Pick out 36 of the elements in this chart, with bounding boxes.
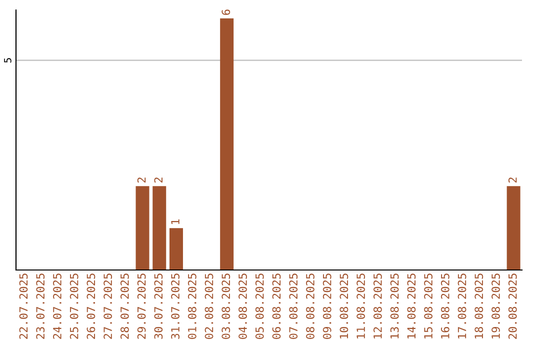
x-tick-label: 17.08.2025 bbox=[458, 274, 466, 338]
data-label: 1 bbox=[171, 219, 180, 224]
x-tick-label: 29.07.2025 bbox=[137, 274, 146, 339]
x-tick-label: 11.08.2025 bbox=[356, 274, 366, 338]
x-tick-label: 16.08.2025 bbox=[440, 274, 450, 338]
x-tick-label: 06.08.2025 bbox=[272, 274, 281, 339]
x-tick-label: 25.07.2025 bbox=[70, 274, 78, 339]
x-tick-label: 02.08.2025 bbox=[204, 274, 214, 339]
x-tick-label: 07.08.2025 bbox=[289, 274, 298, 339]
x-tick-label: 10.08.2025 bbox=[340, 274, 348, 338]
y-tick-label: 5 bbox=[4, 58, 12, 63]
x-tick-label: 30.07.2025 bbox=[154, 274, 163, 339]
x-tick-label: 31.07.2025 bbox=[171, 274, 180, 339]
data-label: 2 bbox=[154, 178, 162, 183]
x-tick-label: 08.08.2025 bbox=[306, 274, 314, 339]
data-label: 2 bbox=[137, 178, 146, 183]
data-label: 6 bbox=[222, 10, 230, 15]
x-tick-label: 22.07.2025 bbox=[19, 274, 28, 339]
x-tick-label: 15.08.2025 bbox=[424, 274, 432, 338]
x-tick-label: 05.08.2025 bbox=[255, 274, 264, 339]
x-tick-label: 26.07.2025 bbox=[86, 274, 96, 339]
x-tick-label: 09.08.2025 bbox=[322, 274, 332, 339]
x-tick-label: 13.08.2025 bbox=[390, 274, 399, 338]
data-label: 2 bbox=[508, 178, 517, 183]
x-tick-label: 18.08.2025 bbox=[474, 274, 484, 338]
x-tick-label: 24.07.2025 bbox=[53, 274, 62, 339]
x-tick-label: 12.08.2025 bbox=[373, 274, 382, 338]
x-tick-label: 04.08.2025 bbox=[238, 274, 247, 339]
x-tick-label: 20.08.2025 bbox=[508, 274, 517, 339]
x-tick-label: 14.08.2025 bbox=[407, 274, 416, 338]
x-tick-label: 27.07.2025 bbox=[104, 274, 112, 339]
x-tick-label: 23.07.2025 bbox=[36, 274, 45, 339]
x-tick-label: 03.08.2025 bbox=[222, 274, 230, 339]
x-tick-label: 01.08.2025 bbox=[188, 274, 196, 339]
x-tick-label: 28.07.2025 bbox=[120, 274, 129, 339]
x-tick-label: 19.08.2025 bbox=[492, 274, 500, 338]
